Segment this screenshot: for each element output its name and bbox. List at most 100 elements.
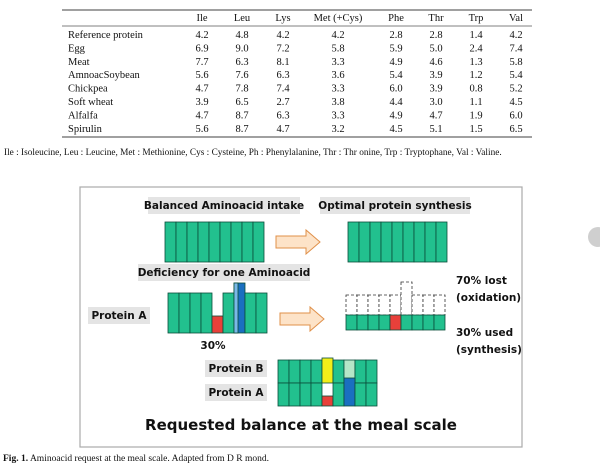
bar: [400, 281, 413, 316]
cell: 5.8: [509, 57, 522, 68]
bar: [413, 221, 426, 263]
label: Balanced Aminoacid intake: [144, 200, 304, 212]
bar: [389, 314, 402, 331]
label-box: [205, 360, 267, 377]
bar: [365, 382, 378, 407]
arrow: [275, 228, 321, 256]
cell: 4.7: [429, 110, 442, 121]
bar: [411, 294, 424, 316]
bar: [200, 292, 213, 334]
bar: [422, 294, 435, 316]
scroll-button[interactable]: [588, 227, 600, 247]
cell: 7.2: [276, 43, 289, 54]
column-header: Val: [509, 13, 523, 24]
cell: 6.5: [509, 124, 522, 135]
bar: [343, 377, 356, 407]
cell: 3.2: [331, 124, 344, 135]
cell: 4.5: [509, 97, 522, 108]
bar: [367, 294, 380, 316]
cell: 1.9: [469, 110, 482, 121]
bar: [197, 221, 210, 263]
cell: 2.8: [389, 30, 402, 41]
bar: [400, 314, 413, 331]
cell: 3.8: [331, 97, 344, 108]
cell: 4.2: [509, 30, 522, 41]
bar: [332, 382, 345, 407]
cell: 4.5: [389, 124, 402, 135]
cell: 1.3: [469, 57, 482, 68]
bar: [347, 221, 360, 263]
cell: 6.3: [276, 70, 289, 81]
row-name: Alfalfa: [68, 110, 98, 121]
row-name: Egg: [68, 43, 86, 54]
label-box: [148, 197, 300, 214]
column-header: Ile: [196, 13, 207, 24]
cell: 5.6: [195, 124, 208, 135]
label-box: [320, 197, 470, 214]
cell: 4.2: [331, 30, 344, 41]
cell: 5.8: [331, 43, 344, 54]
cell: 6.0: [509, 110, 522, 121]
cell: 5.9: [389, 43, 402, 54]
cell: 4.6: [429, 57, 442, 68]
bar: [288, 359, 301, 384]
bar: [244, 292, 257, 334]
cell: 6.3: [276, 110, 289, 121]
cell: 3.3: [331, 57, 344, 68]
bar: [354, 359, 367, 384]
column-header: Lys: [275, 13, 290, 24]
cell: 4.7: [195, 110, 208, 121]
bar: [391, 221, 404, 263]
column-header: Met (+Cys): [314, 13, 363, 24]
bar: [422, 314, 435, 331]
label-box: [205, 384, 267, 401]
cell: 6.0: [389, 84, 402, 95]
label: Protein B: [209, 363, 264, 375]
cell: 5.1: [429, 124, 442, 135]
bar: [358, 221, 371, 263]
row-name: Meat: [68, 57, 90, 68]
label: (oxidation): [456, 292, 521, 304]
bar: [380, 221, 393, 263]
cell: 3.9: [429, 84, 442, 95]
caption-label: Fig. 1.: [3, 454, 28, 464]
cell: 1.2: [469, 70, 482, 81]
bar: [378, 314, 391, 331]
bar: [178, 292, 191, 334]
cell: 6.5: [235, 97, 248, 108]
cell: 8.7: [235, 110, 248, 121]
cell: 5.6: [195, 70, 208, 81]
bar: [164, 221, 177, 263]
cell: 8.7: [235, 124, 248, 135]
label: Deficiency for one Aminoacid: [138, 267, 311, 279]
cell: 4.8: [235, 30, 248, 41]
label: Protein A: [91, 310, 147, 322]
cell: 3.9: [195, 97, 208, 108]
cell: 4.2: [276, 30, 289, 41]
bar: [310, 359, 323, 384]
cell: 2.8: [429, 30, 442, 41]
footer-title: Requested balance at the meal scale: [145, 416, 457, 434]
cell: 7.4: [276, 84, 290, 95]
bar: [230, 221, 243, 263]
label: (synthesis): [456, 344, 522, 356]
cell: 5.0: [429, 43, 442, 54]
bar: [433, 294, 446, 316]
cell: 7.7: [195, 57, 208, 68]
label-box: [88, 307, 150, 324]
column-header: Leu: [234, 13, 251, 24]
bar: [389, 294, 402, 316]
bar: [321, 395, 334, 407]
bar: [288, 382, 301, 407]
caption-text: Aminoacid request at the meal scale. Ada…: [30, 453, 269, 464]
bar: [255, 292, 268, 334]
cell: 3.3: [331, 110, 344, 121]
cell: 5.2: [509, 84, 522, 95]
cell: 4.7: [276, 124, 289, 135]
cell: 6.9: [195, 43, 208, 54]
cell: 4.2: [195, 30, 208, 41]
cell: 1.5: [469, 124, 482, 135]
footnote: Ile : Isoleucine, Leu : Leucine, Met : M…: [4, 148, 502, 158]
bar: [277, 382, 290, 407]
